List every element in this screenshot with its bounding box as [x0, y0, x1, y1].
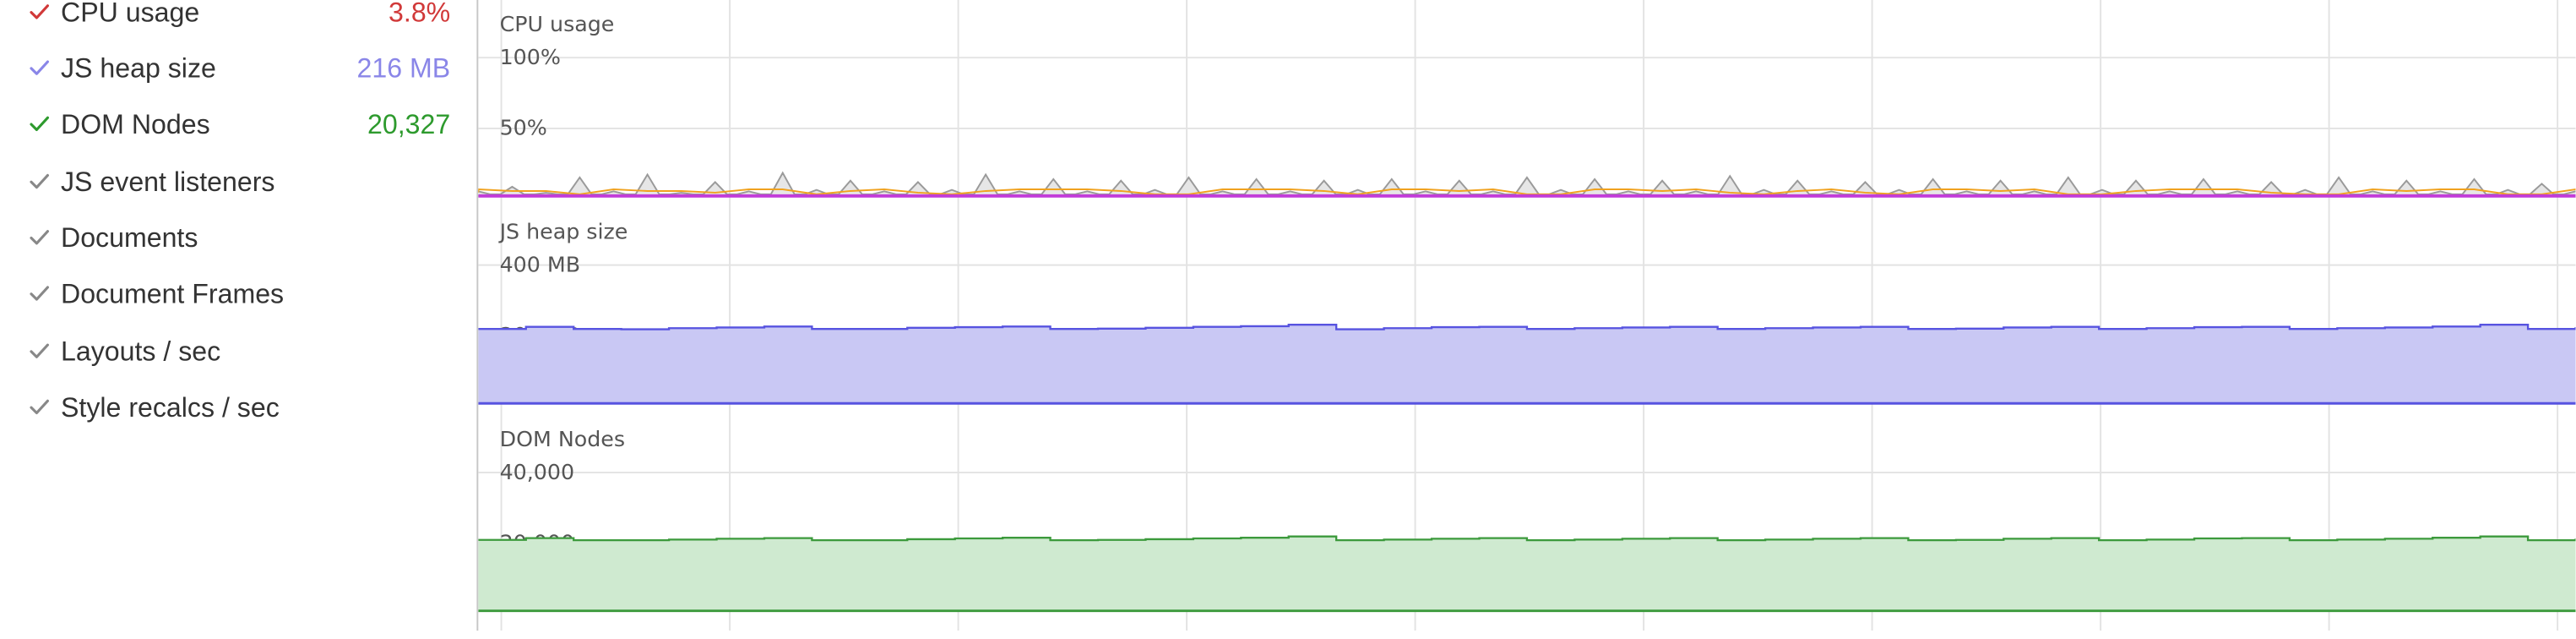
check-icon [30, 60, 49, 75]
check-icon [30, 343, 49, 358]
sidebar-divider [476, 0, 479, 631]
cpu-orange-trace [477, 188, 2576, 195]
series-line [478, 323, 2576, 330]
metric-value: 216 MB [356, 53, 451, 84]
check-icon [30, 399, 49, 415]
metric-toggle-style-recalcs-sec[interactable]: Style recalcs / sec [0, 380, 476, 436]
chart-title: JS heap size [498, 219, 628, 243]
metric-toggle-dom-nodes[interactable]: DOM Nodes 20,327 [0, 97, 476, 153]
metric-toggle-layouts-sec[interactable]: Layouts / sec [0, 325, 476, 380]
metric-label: Document Frames [61, 279, 285, 309]
metric-toggle-document-frames[interactable]: Document Frames [0, 267, 476, 323]
y-tick-label: 40,000 [500, 460, 574, 484]
series-area [478, 325, 2576, 404]
chart-title: DOM Nodes [500, 427, 625, 451]
check-icon [30, 4, 49, 19]
metric-label: DOM Nodes [61, 109, 210, 139]
metric-label: CPU usage [61, 0, 200, 28]
series-line [478, 535, 2576, 542]
metric-toggle-documents[interactable]: Documents [0, 210, 476, 266]
series-area [478, 536, 2576, 611]
check-icon [30, 230, 49, 245]
metrics-sidebar: CPU usage 3.8% JS heap size 216 MB DOM Nodes… [0, 0, 477, 631]
check-icon [30, 286, 49, 301]
check-icon [30, 173, 49, 189]
metric-label: Style recalcs / sec [61, 392, 280, 423]
y-tick-label: 50% [500, 116, 547, 140]
chart-title: CPU usage [500, 12, 615, 36]
check-icon [30, 116, 49, 132]
metric-label: JS heap size [61, 53, 216, 84]
metric-toggle-js-heap-size[interactable]: JS heap size 216 MB [0, 41, 476, 97]
y-tick-label: 400 MB [500, 252, 580, 276]
metric-toggle-cpu-usage[interactable]: CPU usage 3.8% [0, 0, 476, 41]
metric-label: JS event listeners [61, 167, 275, 197]
metric-toggle-js-event-listeners[interactable]: JS event listeners [0, 155, 476, 210]
metric-label: Layouts / sec [61, 336, 221, 367]
metric-value: 20,327 [367, 109, 451, 139]
y-tick-label: 100% [500, 45, 561, 69]
metric-value: 3.8% [389, 0, 451, 28]
metric-label: Documents [61, 222, 198, 254]
